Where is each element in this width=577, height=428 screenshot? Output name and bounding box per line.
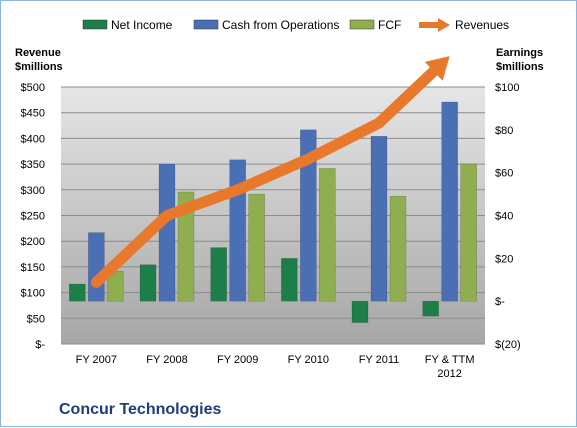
legend-label: Cash from Operations (222, 18, 339, 32)
right-tick-label: $100 (495, 82, 519, 94)
revenue-line-path (90, 65, 440, 288)
right-axis-title-line1: Earnings (496, 47, 543, 59)
bar-cash-from-operations (88, 232, 105, 302)
revenue-arrowhead (424, 56, 450, 81)
bar-fcf (319, 168, 336, 302)
bar-fcf (177, 191, 195, 302)
bar-net-income (422, 300, 439, 317)
legend-swatch (193, 19, 219, 30)
right-tick-label: $20 (495, 253, 513, 265)
left-tick-label: $300 (21, 185, 45, 197)
x-tick-label: FY 2008 (146, 354, 187, 366)
x-tick-label: FY 2011 (359, 354, 400, 366)
tick-labels: $- $50 $100 $150 $200 $250 $300 $350 $400 $450 $50… (21, 82, 521, 380)
legend: Net Income Cash from Operations FCF Revenue… (82, 18, 509, 32)
left-tick-label: $350 (21, 159, 45, 171)
revenue-line (90, 56, 450, 288)
right-axis-title-line2: $millions (496, 61, 544, 73)
bar-fcf (389, 195, 407, 302)
legend-label: Net Income (111, 18, 173, 32)
bar-cash-from-operations (370, 136, 388, 302)
x-tick-label: FY 2007 (76, 354, 117, 366)
left-tick-label: $150 (21, 262, 45, 274)
left-tick-label: $200 (21, 236, 45, 248)
left-tick-label: $50 (27, 313, 45, 325)
right-tick-label: $- (495, 296, 505, 308)
x-tick-label: FY & TTM 2012 (425, 354, 475, 380)
bar-net-income (139, 264, 157, 302)
x-tick-label: FY 2009 (217, 354, 258, 366)
left-axis-title-line2: $millions (15, 61, 63, 73)
left-tick-label: $100 (21, 288, 45, 300)
bar-cash-from-operations (300, 129, 317, 302)
left-tick-label: $450 (21, 108, 45, 120)
bar-cash-from-operations (441, 101, 458, 302)
bar-net-income (210, 247, 227, 302)
legend-swatch-arrow (438, 18, 450, 32)
x-tick-label: FY 2010 (288, 354, 329, 366)
left-tick-label: $500 (21, 82, 45, 94)
bar-fcf (460, 163, 477, 302)
legend-label: FCF (378, 18, 401, 32)
bar-cash-from-operations (158, 163, 176, 302)
right-tick-label: $60 (495, 168, 513, 180)
bar-net-income (281, 258, 298, 302)
right-tick-label: $80 (495, 125, 513, 137)
legend-label: Revenues (455, 18, 509, 32)
left-tick-label: $- (35, 339, 45, 351)
legend-swatch (82, 19, 108, 30)
legend-swatch (349, 19, 375, 30)
left-tick-label: $250 (21, 211, 45, 223)
bar-fcf (248, 193, 265, 302)
right-tick-label: $(20) (495, 339, 521, 351)
right-tick-label: $40 (495, 211, 513, 223)
left-tick-label: $400 (21, 133, 45, 145)
left-axis-title-line1: Revenue (15, 47, 61, 59)
bars (69, 101, 477, 323)
chart-title: Concur Technologies (59, 401, 221, 418)
bar-net-income (351, 300, 369, 323)
bar-cash-from-operations (229, 159, 246, 302)
bar-net-income (69, 283, 86, 302)
